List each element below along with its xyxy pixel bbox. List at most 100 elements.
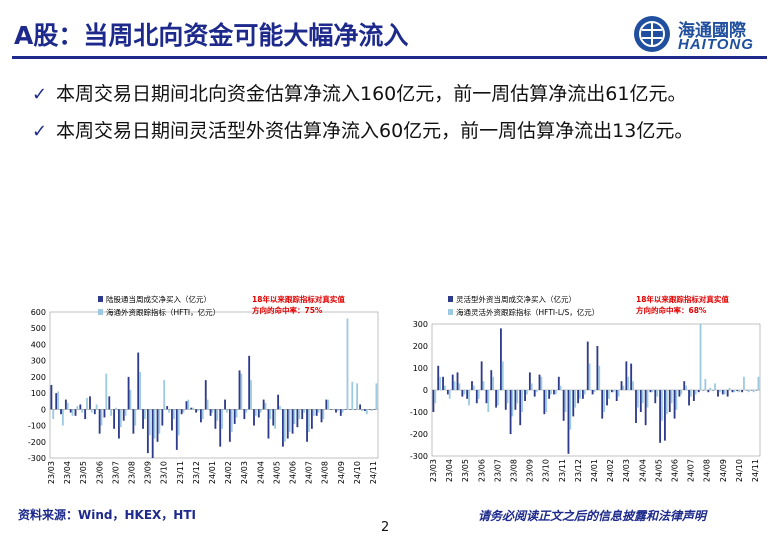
x-tick-label: 24/11: [369, 461, 378, 484]
annotation-line: 方向的命中率：75%: [252, 305, 323, 315]
bar: [726, 390, 729, 397]
bar: [593, 390, 596, 393]
bar: [291, 409, 294, 434]
bar: [702, 390, 705, 391]
bar: [211, 409, 214, 413]
bar: [543, 390, 546, 415]
y-tick-label: 0: [423, 386, 428, 395]
bar: [233, 409, 236, 424]
bar: [721, 390, 724, 395]
bar: [680, 390, 683, 395]
bar: [66, 402, 69, 410]
x-tick-label: 23/10: [160, 461, 169, 484]
bar: [235, 409, 238, 418]
bar: [487, 390, 490, 412]
chart-northbound-svg: -300 -200 -100 0 100 200 300 400 500 600 23/03 23/0…: [28, 294, 379, 484]
bar: [461, 390, 464, 397]
bar: [630, 363, 633, 390]
bar: [649, 390, 652, 393]
bar: [554, 390, 557, 395]
x-tick-label: 24/03: [622, 459, 631, 482]
bar: [644, 390, 647, 426]
bar: [137, 352, 140, 410]
bar: [704, 379, 707, 390]
x-tick-label: 23/08: [128, 461, 137, 484]
bar: [346, 318, 349, 410]
bar: [670, 390, 673, 404]
bar: [516, 390, 519, 404]
bar: [635, 390, 637, 423]
bar: [743, 376, 745, 390]
y-tick-label: 200: [31, 373, 46, 382]
bar: [129, 389, 132, 410]
bar: [267, 409, 270, 439]
bar: [733, 390, 736, 393]
bar: [89, 396, 91, 410]
bar: [439, 376, 441, 390]
bar: [485, 390, 488, 404]
bar: [98, 409, 101, 434]
legend-label: 灵活型外资当周成交净买入（亿元）: [456, 294, 576, 304]
bar: [583, 390, 586, 395]
x-tick-label: 23/07: [111, 461, 120, 484]
bar: [553, 390, 555, 395]
annotation-line: 方向的命中率：68%: [636, 305, 707, 315]
bar: [620, 381, 623, 390]
bar: [190, 407, 193, 410]
bar: [163, 380, 166, 410]
bar: [254, 409, 257, 416]
bar: [341, 409, 344, 413]
bar: [361, 409, 363, 411]
bar: [171, 409, 173, 431]
bar: [156, 409, 159, 442]
bar: [588, 363, 591, 390]
bar: [723, 390, 726, 395]
bar: [731, 390, 734, 393]
bar: [166, 406, 169, 410]
bar: [52, 409, 55, 420]
bar: [665, 390, 668, 415]
x-tick-label: 23/06: [477, 459, 486, 482]
bar: [458, 383, 461, 390]
bar: [269, 409, 272, 420]
bar: [755, 390, 758, 391]
bar: [151, 409, 154, 458]
bar: [325, 399, 328, 410]
bar: [219, 409, 222, 447]
y-tick-label: 300: [413, 320, 428, 329]
x-tick-label: 24/01: [590, 459, 599, 482]
bar: [434, 390, 437, 404]
bar: [500, 328, 502, 390]
bar: [492, 376, 495, 390]
plot-area: [49, 311, 379, 459]
bar: [668, 390, 671, 412]
bar: [177, 409, 180, 436]
bar: [601, 390, 604, 419]
bar: [86, 397, 88, 410]
chart-flexible-svg: -300 -200 -100 0 100 200 300 23/03 23/04 23/05 23/…: [410, 294, 761, 482]
bar: [95, 404, 98, 410]
x-tick-label: 24/09: [719, 459, 728, 482]
bar: [683, 381, 686, 390]
bar: [535, 390, 538, 393]
bar: [209, 409, 212, 416]
bar: [356, 383, 359, 410]
bar: [158, 409, 161, 434]
bar: [180, 409, 183, 415]
bar: [699, 324, 702, 390]
bar: [453, 381, 456, 390]
bar: [641, 390, 644, 404]
x-tick-label: 24/01: [208, 461, 217, 484]
bar: [50, 385, 53, 410]
annotation-line: 18年以来跟踪指标对真实值: [636, 294, 729, 304]
chart-northbound: -300 -200 -100 0 100 200 300 400 500 600 23/03 23/0…: [14, 292, 384, 501]
bar: [283, 409, 286, 442]
bar: [514, 390, 517, 410]
bar: [335, 409, 337, 413]
bar: [607, 390, 610, 399]
bar: [661, 390, 663, 421]
bar: [373, 409, 376, 410]
bar: [262, 399, 265, 410]
bar: [718, 390, 721, 393]
legend-swatch: [98, 296, 103, 302]
